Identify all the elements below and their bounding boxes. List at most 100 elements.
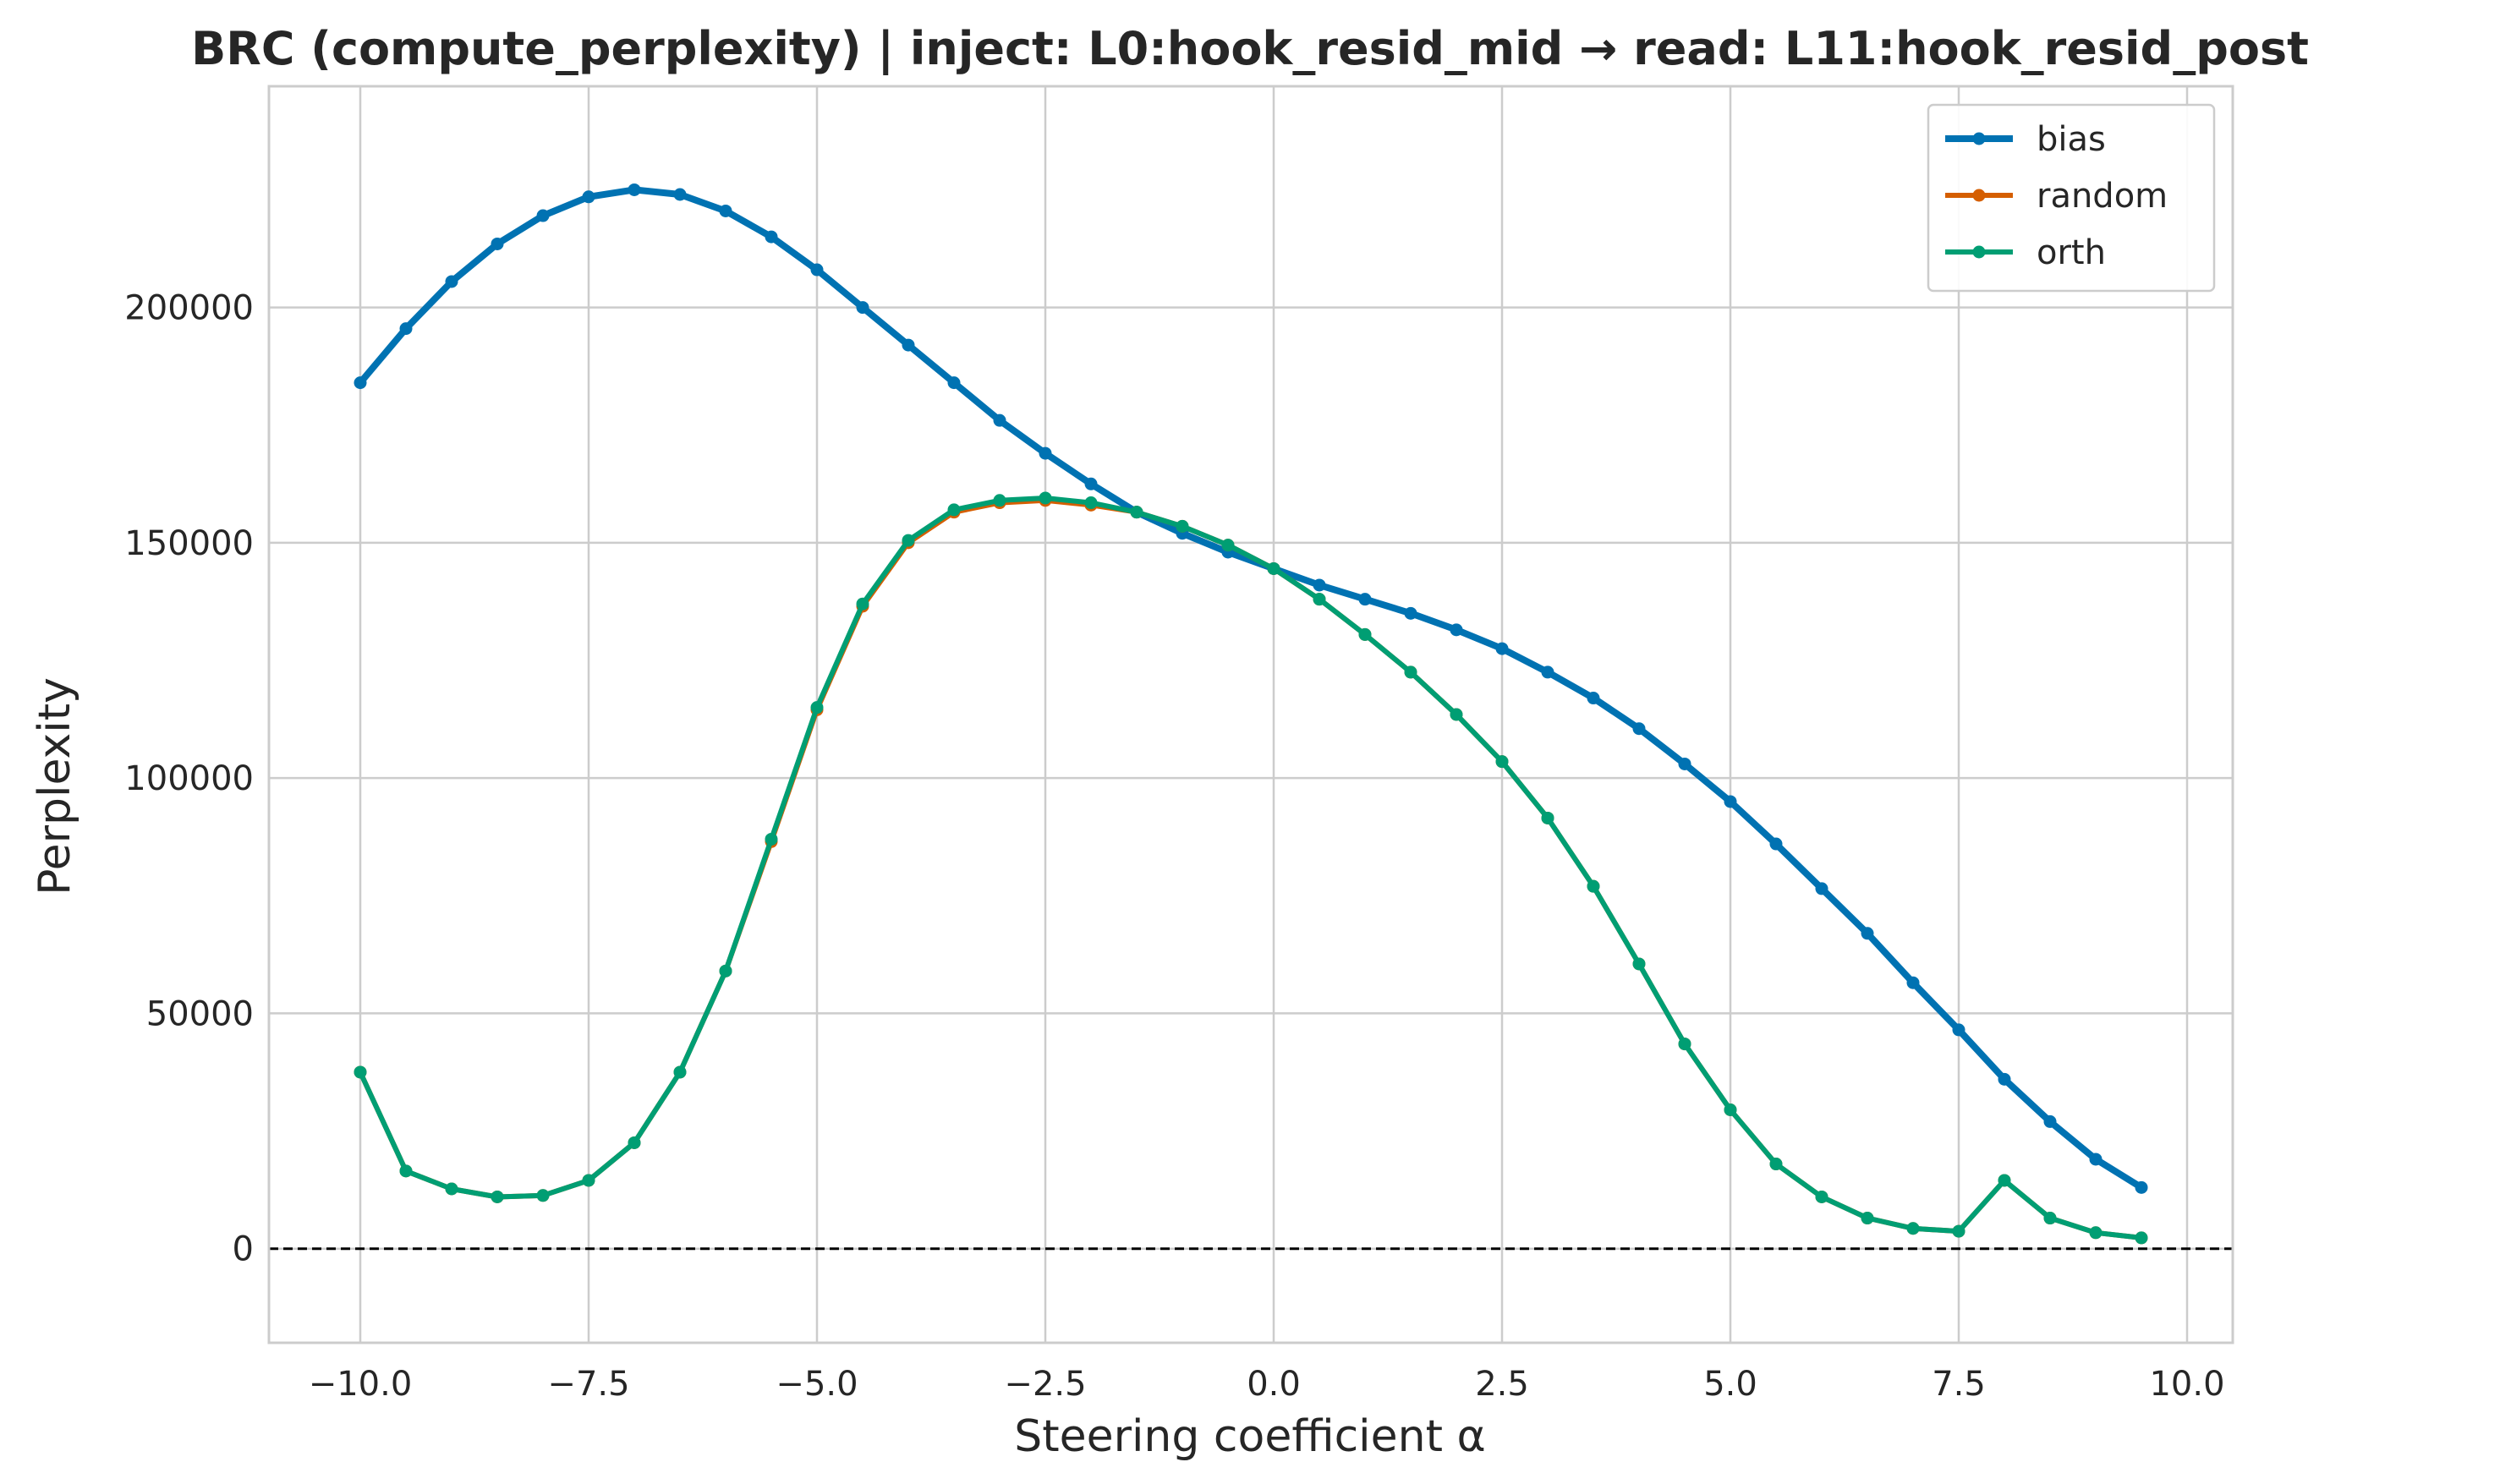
- data-point-bias: [491, 237, 504, 250]
- data-point-bias: [810, 263, 824, 277]
- data-point-orth: [1541, 811, 1554, 824]
- data-point-orth: [491, 1190, 504, 1203]
- data-point-orth: [1815, 1190, 1828, 1203]
- x-axis-label: Steering coefficient α: [1014, 1411, 1486, 1462]
- data-point-orth: [1678, 1038, 1691, 1051]
- data-point-bias: [399, 322, 413, 336]
- data-point-bias: [1039, 446, 1052, 460]
- data-point-bias: [445, 275, 458, 288]
- data-point-orth: [1313, 593, 1326, 606]
- y-tick-label: 50000: [146, 994, 254, 1033]
- data-point-orth: [1176, 519, 1189, 533]
- legend-label-random: random: [2037, 177, 2168, 216]
- x-tick-label: 7.5: [1932, 1365, 1986, 1404]
- data-point-bias: [1906, 976, 1920, 989]
- data-point-orth: [810, 701, 824, 715]
- data-point-orth: [993, 494, 1006, 507]
- data-point-bias: [765, 230, 778, 244]
- data-point-bias: [2135, 1180, 2148, 1194]
- data-point-bias: [993, 413, 1006, 427]
- data-point-orth: [1769, 1158, 1783, 1171]
- data-point-bias: [1587, 692, 1600, 705]
- data-point-bias: [1450, 623, 1463, 637]
- data-point-orth: [1404, 665, 1417, 679]
- data-point-bias: [1861, 927, 1874, 940]
- data-point-orth: [719, 964, 732, 977]
- data-point-orth: [1495, 755, 1509, 769]
- data-point-orth: [1724, 1103, 1737, 1117]
- legend: bias random orth: [1927, 103, 2216, 293]
- data-point-orth: [2043, 1212, 2057, 1225]
- data-point-orth: [1998, 1174, 2011, 1187]
- data-point-bias: [1084, 477, 1098, 490]
- data-point-orth: [1039, 491, 1052, 505]
- y-tick-label: 0: [233, 1230, 254, 1269]
- legend-marker-bias: [1972, 132, 1986, 145]
- data-point-bias: [536, 209, 550, 222]
- data-point-orth: [1084, 496, 1098, 510]
- data-point-bias: [1724, 795, 1737, 808]
- data-point-orth: [902, 534, 915, 547]
- data-point-orth: [1632, 957, 1646, 971]
- data-point-bias: [1815, 882, 1828, 895]
- data-point-orth: [765, 832, 778, 846]
- data-point-orth: [628, 1136, 641, 1149]
- data-point-orth: [445, 1182, 458, 1196]
- data-point-orth: [673, 1065, 687, 1079]
- series-layer: [354, 183, 2148, 1245]
- chart-title: BRC (compute_perplexity) | inject: L0:ho…: [191, 22, 2309, 75]
- data-point-bias: [902, 338, 915, 352]
- x-tick-label: 10.0: [2149, 1365, 2224, 1404]
- data-point-bias: [856, 301, 869, 315]
- x-tick-label: 0.0: [1247, 1365, 1301, 1404]
- data-point-orth: [1221, 539, 1235, 552]
- series-line-orth: [358, 496, 2144, 1240]
- data-point-orth: [2135, 1231, 2148, 1245]
- data-point-orth: [399, 1164, 413, 1178]
- data-point-bias: [1541, 665, 1554, 679]
- y-tick-label: 100000: [124, 759, 254, 798]
- x-tick-label: −2.5: [1004, 1365, 1086, 1404]
- data-point-orth: [1906, 1222, 1920, 1235]
- data-point-bias: [947, 376, 961, 390]
- data-point-bias: [673, 188, 687, 201]
- legend-marker-random: [1972, 189, 1986, 202]
- data-point-bias: [1632, 722, 1646, 736]
- data-point-bias: [582, 190, 595, 204]
- tick-layer: −10.0 −7.5 −5.0 −2.5 0.0 2.5 5.0 7.5 10.0 0 50000 1…: [124, 289, 2224, 1404]
- data-point-orth: [1861, 1212, 1874, 1225]
- data-point-orth: [856, 597, 869, 611]
- legend-marker-orth: [1972, 245, 1986, 259]
- data-point-orth: [947, 503, 961, 517]
- data-point-orth: [1267, 561, 1280, 575]
- data-point-bias: [628, 183, 641, 196]
- data-point-bias: [1404, 606, 1417, 620]
- data-point-orth: [1952, 1224, 1965, 1238]
- series-bias: [354, 183, 2148, 1194]
- data-point-orth: [1130, 506, 1143, 519]
- data-point-bias: [2043, 1114, 2057, 1128]
- data-point-orth: [1358, 627, 1372, 641]
- data-point-bias: [719, 204, 732, 217]
- x-tick-label: −10.0: [309, 1365, 413, 1404]
- data-point-bias: [1998, 1072, 2011, 1086]
- data-point-bias: [1678, 757, 1691, 770]
- legend-label-orth: orth: [2037, 233, 2106, 272]
- plot-frame: [267, 85, 2234, 1344]
- x-tick-label: 2.5: [1475, 1365, 1529, 1404]
- data-point-bias: [1495, 642, 1509, 655]
- y-axis-label: Perplexity: [30, 677, 80, 895]
- plot-background: [269, 86, 2233, 1343]
- data-point-orth: [354, 1065, 367, 1079]
- y-tick-label: 200000: [124, 289, 254, 328]
- data-point-bias: [2089, 1153, 2103, 1166]
- data-point-bias: [1952, 1023, 1965, 1037]
- y-tick-label: 150000: [124, 524, 254, 563]
- x-tick-label: −7.5: [547, 1365, 629, 1404]
- x-tick-label: −5.0: [776, 1365, 858, 1404]
- data-point-bias: [1769, 837, 1783, 851]
- x-tick-label: 5.0: [1703, 1365, 1757, 1404]
- data-point-orth: [1450, 708, 1463, 721]
